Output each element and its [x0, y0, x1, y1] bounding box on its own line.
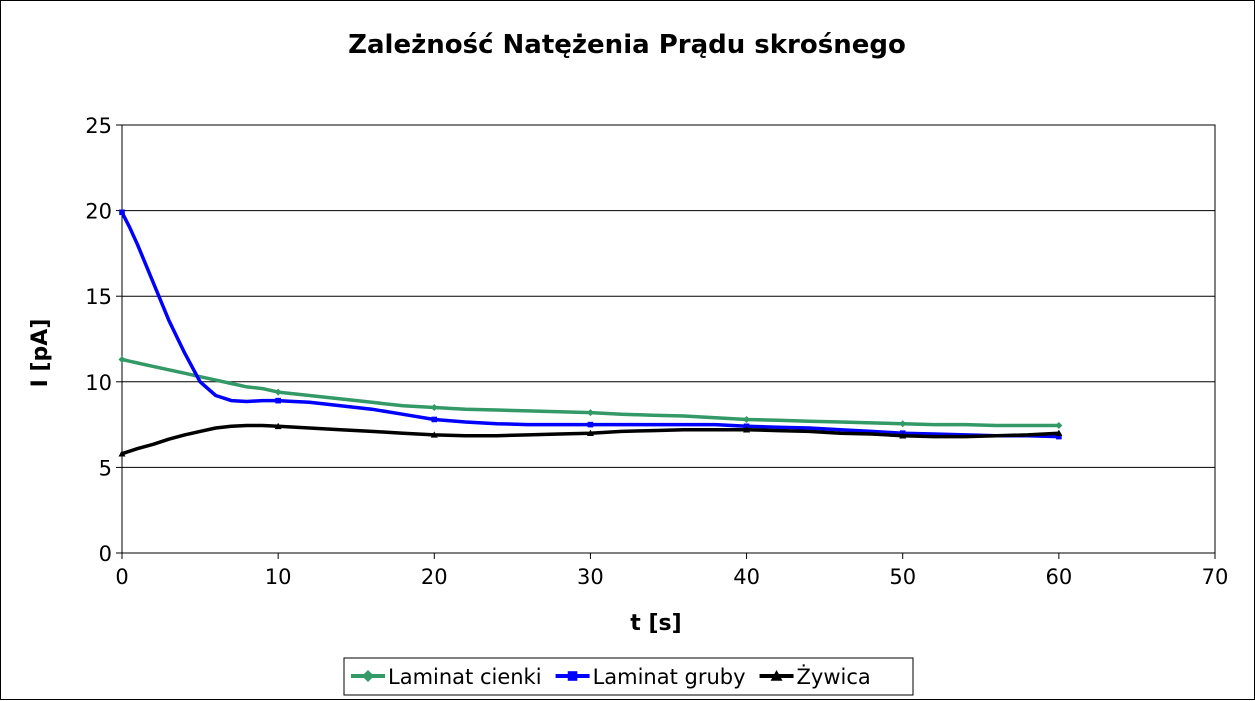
data-point	[743, 415, 751, 423]
legend-marker	[362, 670, 374, 682]
data-point	[118, 450, 126, 457]
plot-area-border	[121, 124, 1216, 554]
axes: 0 5 10 15 20 25 0 10 20 30 40 50 60 70	[85, 114, 1228, 589]
x-tick-label: 40	[733, 565, 760, 589]
y-axis-title: I [pA]	[28, 319, 53, 388]
series--ywica	[118, 422, 1063, 457]
data-point	[899, 420, 907, 428]
legend-item--ywica: Żywica	[759, 664, 871, 689]
data-point	[586, 429, 594, 436]
data-point	[1055, 429, 1063, 436]
data-point	[430, 403, 438, 411]
series-line	[120, 210, 1061, 439]
x-tick-label: 50	[889, 565, 916, 589]
y-tick-label: 5	[99, 456, 112, 480]
data-point	[119, 209, 125, 216]
data-point	[274, 388, 282, 396]
legend: Laminat cienki Laminat gruby Żywica	[343, 657, 914, 696]
series-laminat-cienki	[118, 356, 1063, 429]
x-tick-label: 10	[265, 565, 292, 589]
legend-label: Laminat cienki	[388, 665, 542, 689]
legend-label: Laminat gruby	[593, 665, 746, 689]
data-point	[431, 416, 438, 423]
legend-marker	[770, 670, 783, 681]
data-point	[430, 431, 438, 438]
data-point	[275, 397, 281, 404]
y-tick-label: 0	[99, 542, 112, 566]
legend-marker	[567, 671, 578, 681]
data-point	[587, 421, 594, 428]
data-point	[274, 422, 282, 430]
data-point	[586, 409, 594, 417]
y-tick-label: 10	[85, 371, 112, 395]
data-point	[1056, 433, 1062, 440]
data-point	[899, 432, 907, 439]
series-lines	[118, 209, 1063, 457]
y-tick-label: 25	[85, 114, 112, 138]
legend-item-laminat-cienki: Laminat cienki	[351, 665, 542, 689]
x-tick-label: 20	[421, 565, 448, 589]
y-tick-label: 15	[85, 285, 112, 309]
series-line	[120, 357, 1061, 428]
x-tick-label: 30	[577, 565, 604, 589]
gridlines	[122, 210, 1215, 468]
legend-label: Żywica	[797, 664, 871, 689]
data-point	[118, 356, 126, 364]
chart-title: Zależność Natężenia Prądu skrośnego	[348, 30, 906, 60]
x-tick-label: 0	[115, 565, 128, 589]
x-tick-label: 60	[1045, 565, 1072, 589]
series-laminat-gruby	[119, 209, 1062, 440]
y-tick-label: 20	[85, 200, 112, 224]
legend-item-laminat-gruby: Laminat gruby	[555, 665, 746, 689]
data-point	[1055, 421, 1063, 429]
data-point	[743, 426, 751, 433]
legend-box	[343, 657, 914, 696]
series-line	[120, 423, 1061, 456]
x-axis-title: t [s]	[630, 611, 681, 636]
x-tick-label: 70	[1202, 565, 1229, 589]
